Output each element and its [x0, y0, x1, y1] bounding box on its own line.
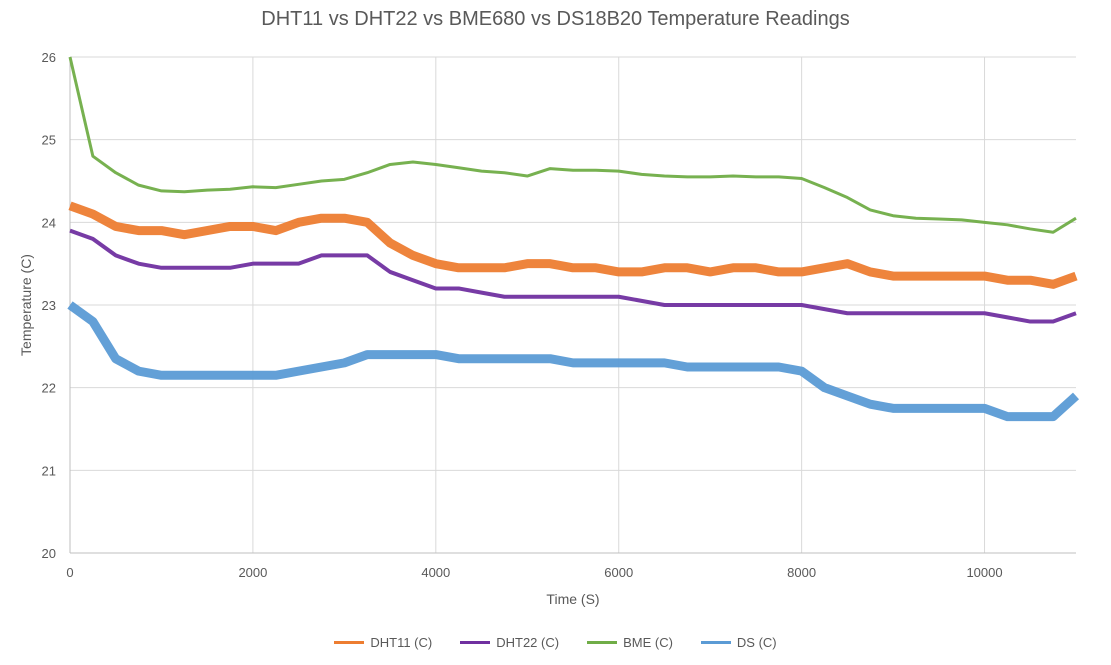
- y-tick-label: 25: [42, 133, 56, 148]
- gridlines: [69, 56, 1076, 554]
- legend-label: DHT22 (C): [496, 635, 560, 650]
- y-axis-label: Temperature (C): [18, 254, 34, 356]
- y-tick-label: 26: [42, 50, 56, 65]
- y-tick-label: 21: [42, 463, 56, 478]
- series-line-dht11: [68, 201, 1078, 289]
- legend-item-ds: DS (C): [700, 635, 777, 650]
- legend-item-bme: BME (C): [587, 635, 673, 650]
- chart-title: DHT11 vs DHT22 vs BME680 vs DS18B20 Temp…: [261, 8, 850, 30]
- series-lines: [67, 56, 1080, 422]
- series-line-ds: [67, 301, 1080, 422]
- x-axis-label: Time (S): [546, 591, 599, 607]
- series-line-bme: [68, 56, 1077, 234]
- legend-label: DS (C): [736, 635, 777, 650]
- x-tick-label: 10000: [966, 565, 1002, 580]
- legend-swatch: [460, 641, 491, 644]
- line-chart: 20 21 22 23 24 25 26 0 2000 4000 6000 8000 10000 Tim…: [18, 50, 1080, 607]
- x-tick-label: 4000: [421, 565, 450, 580]
- y-tick-label: 23: [42, 298, 56, 313]
- x-tick-label: 8000: [787, 565, 816, 580]
- x-tick-label: 6000: [604, 565, 633, 580]
- y-tick-label: 20: [42, 546, 56, 561]
- legend-label: DHT11 (C): [370, 635, 433, 650]
- series-line-dht22: [69, 228, 1077, 324]
- legend: DHT11 (C) DHT22 (C) BME (C) DS (C): [0, 635, 1111, 650]
- x-tick-label: 0: [66, 565, 73, 580]
- legend-label: BME (C): [623, 635, 673, 650]
- legend-swatch: [700, 641, 731, 644]
- legend-item-dht22: DHT22 (C): [460, 635, 559, 650]
- y-tick-label: 24: [42, 215, 56, 230]
- y-tick-label: 22: [42, 381, 56, 396]
- x-tick-label: 2000: [238, 565, 267, 580]
- legend-swatch: [587, 641, 618, 644]
- legend-swatch: [334, 641, 365, 644]
- legend-item-dht11: DHT11 (C): [334, 635, 432, 650]
- tick-labels: 20 21 22 23 24 25 26 0 2000 4000 6000 8000 10000: [42, 50, 1003, 580]
